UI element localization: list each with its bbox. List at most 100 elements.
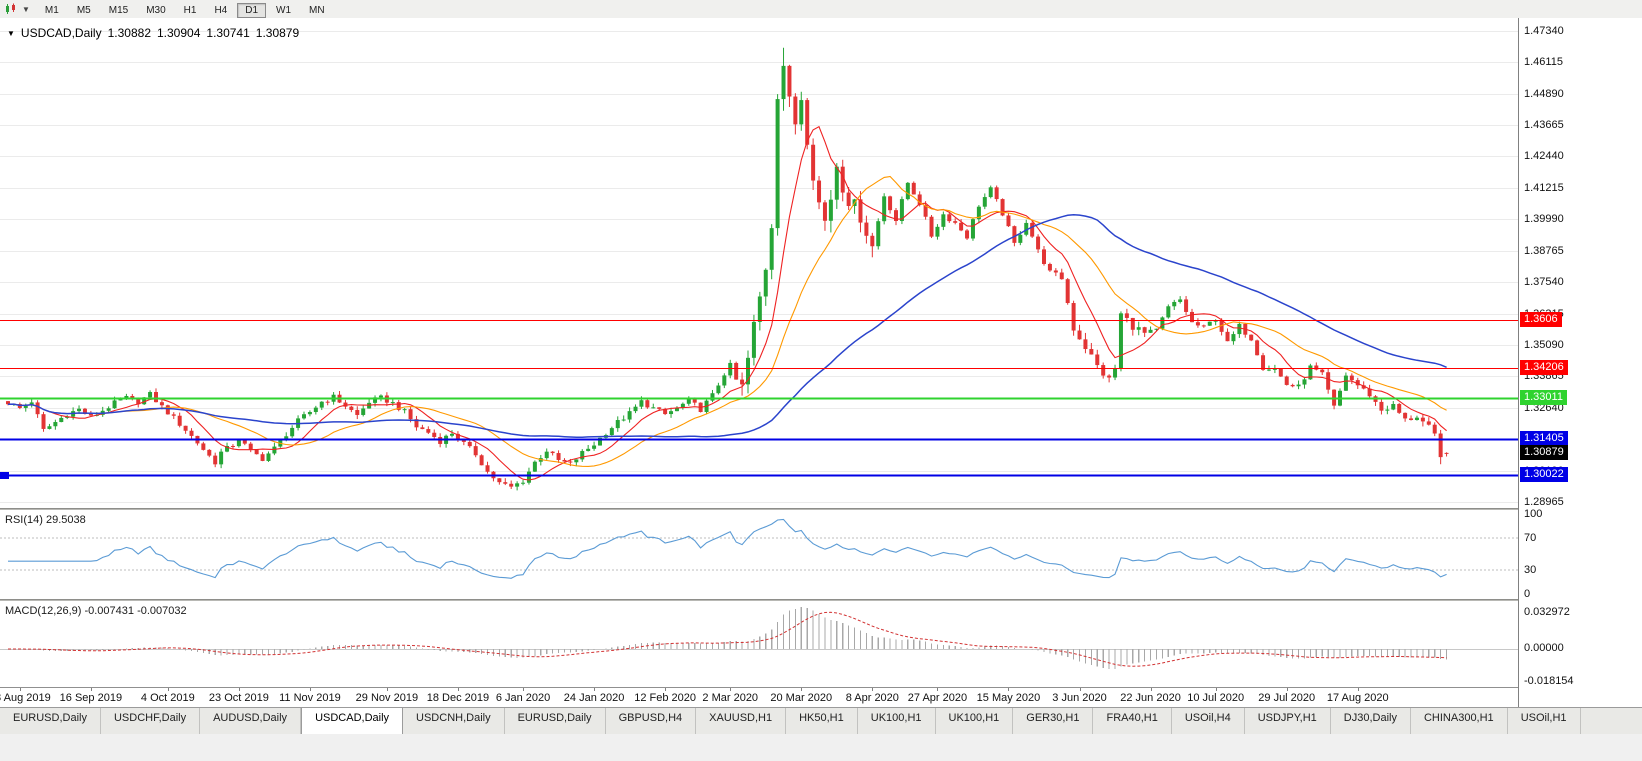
price-axis[interactable]: 0.032972 0.00000 -0.018154 1.47340 1.46115 1.… xyxy=(1518,18,1642,707)
price-tick-label: 1.38765 xyxy=(1524,244,1564,257)
rsi-line xyxy=(8,518,1447,579)
chevron-down-icon: ▼ xyxy=(22,4,30,14)
date-tick xyxy=(167,688,169,691)
ma-slow-line xyxy=(7,214,1447,438)
chart-tab-usdchf-daily[interactable]: USDCHF,Daily xyxy=(101,708,201,734)
chart-tab-uk100-h1[interactable]: UK100,H1 xyxy=(936,708,1014,734)
date-tick xyxy=(594,688,596,691)
timeframe-buttons: M1 M5 M15 M30 H1 H4 D1 W1 MN xyxy=(36,0,334,18)
macd-histogram xyxy=(13,607,1448,669)
rsi-indicator-chart[interactable] xyxy=(0,510,1518,599)
chart-tab-xauusd-h1[interactable]: XAUUSD,H1 xyxy=(696,708,787,734)
date-tick xyxy=(386,688,388,691)
date-tick xyxy=(309,688,311,691)
date-label: 18 Dec 2019 xyxy=(426,692,490,704)
date-label: 17 Aug 2020 xyxy=(1326,692,1389,704)
chart-tab-gbpusd-h4[interactable]: GBPUSD,H4 xyxy=(606,708,697,734)
timeframe-button-mn[interactable]: MN xyxy=(309,5,325,16)
timeframe-button-m1[interactable]: M1 xyxy=(44,5,59,16)
chart-area: ▼ USDCAD,Daily 1.30882 1.30904 1.30741 1… xyxy=(0,18,1642,707)
chart-tabbar: EURUSD,Daily USDCHF,Daily AUDUSD,Daily USDC… xyxy=(0,707,1642,734)
timeframe-toolbar: ▼ M1 M5 M15 M30 H1 H4 D1 W1 MN xyxy=(0,0,1642,19)
macd-panel-separator[interactable] xyxy=(0,599,1642,601)
chart-tab-usdcnh-daily[interactable]: USDCNH,Daily xyxy=(403,708,505,734)
rsi-indicator-label: RSI(14) 29.5038 xyxy=(5,514,86,526)
date-label: 16 Sep 2019 xyxy=(59,692,123,704)
price-tick-label: 1.44890 xyxy=(1524,87,1564,100)
date-label: 28 Aug 2019 xyxy=(0,692,51,704)
price-tick-label: 1.35090 xyxy=(1524,338,1564,351)
chart-tab-eurusd-daily[interactable]: EURUSD,Daily xyxy=(505,708,606,734)
chart-tab-audusd-daily[interactable]: AUDUSD,Daily xyxy=(200,708,302,734)
chart-tab-fra40-h1[interactable]: FRA40,H1 xyxy=(1093,708,1172,734)
price-line-badge-1.30022: 1.30022 xyxy=(1520,466,1568,482)
date-label: 24 Jan 2020 xyxy=(563,692,625,704)
macd-scale-label: -0.018154 xyxy=(1524,675,1574,687)
price-tick-label: 1.37540 xyxy=(1524,276,1564,289)
macd-scale-label: 0.00000 xyxy=(1524,642,1564,654)
rsi-panel-separator[interactable] xyxy=(0,508,1642,510)
date-label: 10 Jul 2020 xyxy=(1187,692,1245,704)
current-price-badge: 1.30879 xyxy=(1520,444,1568,460)
date-label: 11 Nov 2019 xyxy=(279,692,341,704)
chart-tab-usoil-h1[interactable]: USOil,H1 xyxy=(1508,708,1581,734)
timeframe-button-w1[interactable]: W1 xyxy=(276,5,292,16)
timeframe-button-h1[interactable]: H1 xyxy=(183,5,197,16)
price-gridlines xyxy=(0,31,1518,503)
candlesticks xyxy=(6,47,1449,491)
price-tick-label: 1.42440 xyxy=(1524,150,1564,163)
date-tick xyxy=(238,688,240,691)
date-label: 12 Feb 2020 xyxy=(634,692,696,704)
chart-tab-usoil-h4[interactable]: USOil,H4 xyxy=(1172,708,1245,734)
rsi-level-label: 0 xyxy=(1524,588,1531,600)
price-chart[interactable] xyxy=(0,18,1518,508)
chart-symbol-label: USDCAD,Daily xyxy=(20,26,102,40)
price-line-badge-1.33011: 1.33011 xyxy=(1520,390,1567,406)
price-tick-label: 1.28965 xyxy=(1524,496,1564,509)
date-tick xyxy=(1079,688,1081,691)
date-label: 15 May 2020 xyxy=(976,692,1041,704)
date-tick xyxy=(457,688,459,691)
candlestick-chart-icon[interactable]: ▼ xyxy=(4,3,30,16)
timeframe-button-m15[interactable]: M15 xyxy=(108,5,129,16)
macd-indicator-chart[interactable] xyxy=(0,601,1518,687)
chart-tab-usdjpy-h1[interactable]: USDJPY,H1 xyxy=(1245,708,1331,734)
date-tick xyxy=(90,688,92,691)
date-label: 2 Mar 2020 xyxy=(702,692,759,704)
price-tick-label: 1.47340 xyxy=(1524,24,1564,37)
chart-tab-eurusd-daily[interactable]: EURUSD,Daily xyxy=(0,708,101,734)
macd-signal-line xyxy=(8,611,1447,667)
ohlc-high: 1.30904 xyxy=(157,26,201,40)
timeframe-button-m5[interactable]: M5 xyxy=(76,5,91,16)
chart-tab-china300-h1[interactable]: CHINA300,H1 xyxy=(1411,708,1508,734)
chart-tab-dj30-daily[interactable]: DJ30,Daily xyxy=(1331,708,1411,734)
date-label: 8 Apr 2020 xyxy=(845,692,899,704)
chart-tab-usdcad-daily[interactable]: USDCAD,Daily xyxy=(301,708,404,734)
rsi-level-label: 100 xyxy=(1524,508,1543,520)
date-label: 22 Jun 2020 xyxy=(1120,692,1181,704)
price-line-badge-1.31405: 1.31405 xyxy=(1520,431,1568,447)
ohlc-open: 1.30882 xyxy=(107,26,151,40)
timeframe-button-h4[interactable]: H4 xyxy=(214,5,228,16)
chart-tab-hk50-h1[interactable]: HK50,H1 xyxy=(786,708,858,734)
price-tick-label: 1.39990 xyxy=(1524,213,1564,226)
date-label: 6 Jan 2020 xyxy=(495,692,551,704)
ma-mid-line xyxy=(7,175,1447,467)
date-label: 27 Apr 2020 xyxy=(907,692,968,704)
price-line-badge-1.3606: 1.3606 xyxy=(1520,312,1562,328)
date-label: 3 Jun 2020 xyxy=(1052,692,1107,704)
price-tick-label: 1.41215 xyxy=(1524,181,1564,194)
timeframe-button-m30[interactable]: M30 xyxy=(146,5,166,16)
price-tick-label: 1.46115 xyxy=(1524,56,1563,69)
date-tick xyxy=(801,688,803,691)
date-label: 4 Oct 2019 xyxy=(140,692,195,704)
collapse-arrow-icon[interactable]: ▼ xyxy=(7,28,15,38)
date-tick xyxy=(1150,688,1152,691)
horizontal-lines xyxy=(0,320,1518,479)
date-tick xyxy=(937,688,939,691)
rsi-level-label: 30 xyxy=(1524,564,1537,576)
chart-tab-uk100-h1[interactable]: UK100,H1 xyxy=(858,708,936,734)
timeframe-button-d1[interactable]: D1 xyxy=(237,3,267,18)
time-axis[interactable]: 28 Aug 2019 16 Sep 2019 4 Oct 2019 23 Oct 2… xyxy=(0,687,1642,707)
chart-tab-ger30-h1[interactable]: GER30,H1 xyxy=(1013,708,1094,734)
